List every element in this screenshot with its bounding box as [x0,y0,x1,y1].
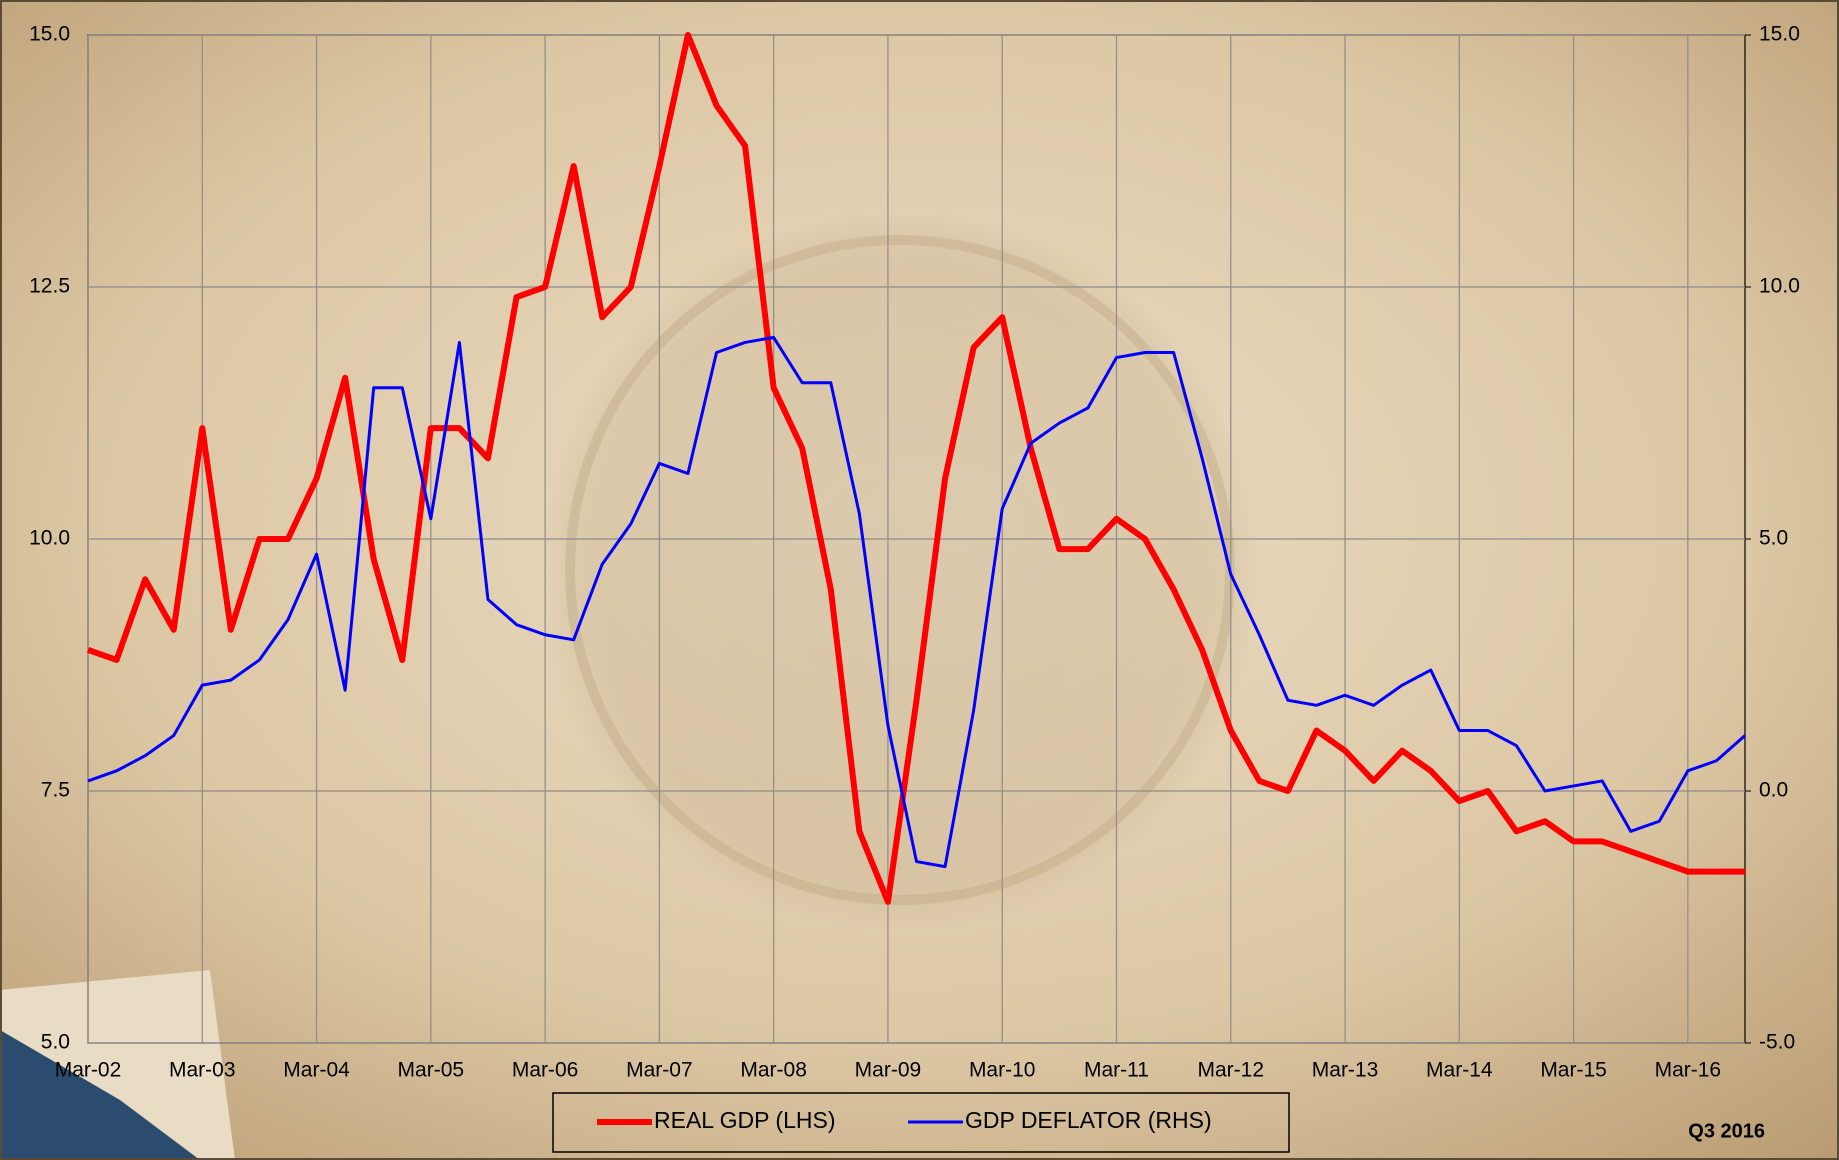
x-tick-label: Mar-14 [1426,1059,1493,1082]
x-tick-label: Mar-12 [1197,1059,1264,1082]
y2-tick-label: -5.0 [1759,1031,1795,1054]
decoration [540,210,1260,930]
x-tick-label: Mar-05 [398,1059,465,1082]
legend-label: REAL GDP (LHS) [654,1107,836,1133]
legend-box [552,1092,1290,1153]
x-tick-label: Mar-16 [1655,1059,1722,1082]
legend-label: GDP DEFLATOR (RHS) [965,1107,1212,1133]
y2-tick-label: 5.0 [1759,527,1788,550]
x-tick-label: Mar-06 [512,1059,579,1082]
y2-tick-label: 10.0 [1759,275,1800,298]
y2-tick-label: 0.0 [1759,779,1788,802]
series-line [87,335,1746,869]
x-tick-label: Mar-15 [1540,1059,1607,1082]
x-tick-label: Mar-02 [55,1059,122,1082]
x-tick-label: Mar-13 [1312,1059,1379,1082]
x-tick-label: Mar-08 [740,1059,807,1082]
y2-tick-label: 15.0 [1759,23,1800,46]
x-tick-label: Mar-03 [169,1059,236,1082]
y-tick-label: 7.5 [41,779,70,802]
x-tick-label: Mar-11 [1084,1059,1149,1082]
x-tick-label: Mar-04 [283,1059,350,1082]
annotation: Q3 2016 [1688,1120,1765,1142]
decoration [0,1030,200,1160]
x-tick-label: Mar-10 [969,1059,1036,1082]
y-tick-label: 5.0 [41,1031,70,1054]
x-tick-label: Mar-07 [626,1059,693,1082]
y-tick-label: 10.0 [29,527,70,550]
x-tick-label: Mar-09 [855,1059,922,1082]
y-tick-label: 15.0 [29,23,70,46]
y-tick-label: 12.5 [29,275,70,298]
